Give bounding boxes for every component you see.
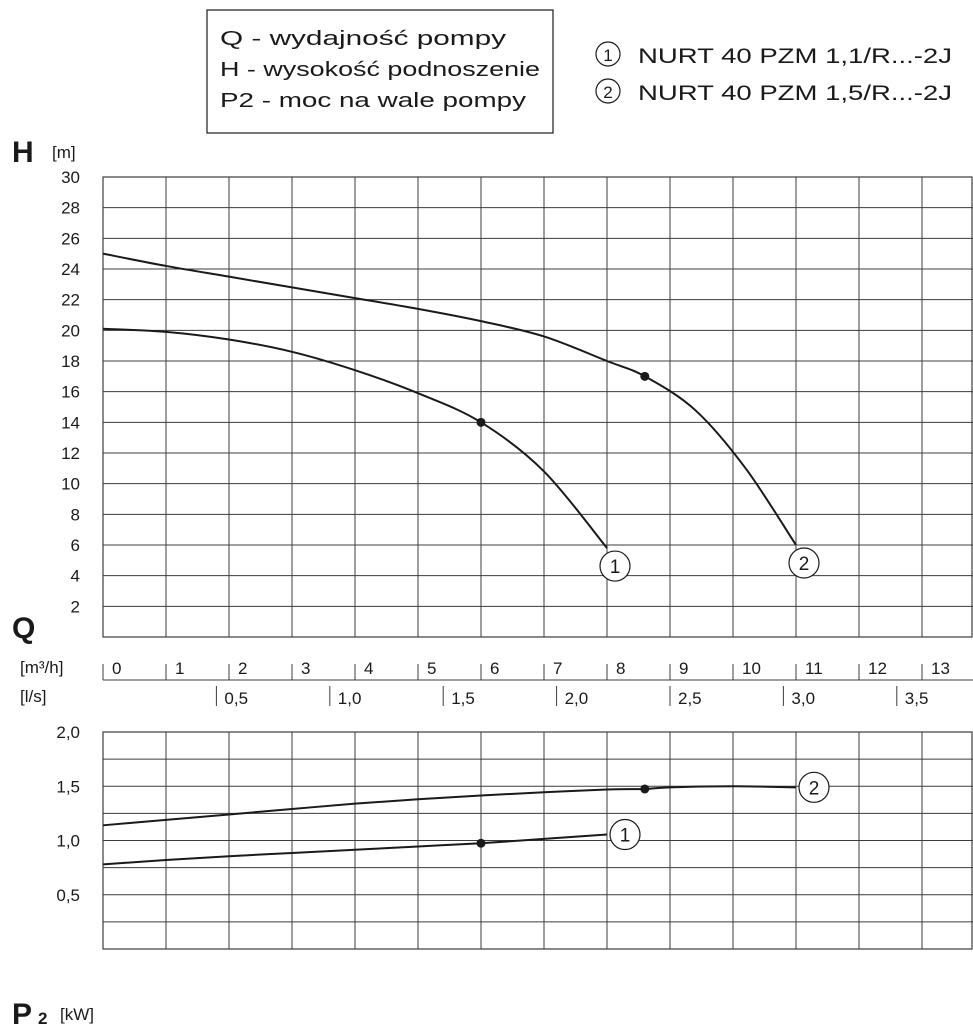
h-axis-unit: [m] [52,143,76,162]
m3h-tick-label: 10 [742,659,761,678]
m3h-tick-label: 11 [805,659,823,678]
y-tick-label: 14 [61,413,80,432]
m3h-unit-label: [m³/h] [20,658,63,677]
y-tick-label: 24 [61,260,80,279]
series-1-line [102,327,608,549]
y-tick-label: 16 [61,383,80,402]
m3h-tick-label: 7 [553,659,562,678]
model-1-number: 1 [603,46,612,65]
y-tick-label: 18 [61,352,80,371]
series-2-line [102,785,797,827]
legend-line-q: Q - wydajność pompy [220,28,506,50]
y-tick-label: 30 [61,168,80,187]
series-2-point [640,784,650,794]
plot-frame [102,176,973,638]
y-tick-label: 2,0 [56,723,80,742]
ls-tick-label: 2,5 [678,689,702,708]
power-y-tick-labels: 0,5 1,0 1,5 2,0 [56,723,80,905]
legend-box-frame [206,9,554,134]
y-tick-label: 28 [61,199,80,218]
power-grid [102,731,973,950]
plot-frame [102,731,973,950]
y-tick-label: 4 [71,567,80,586]
ls-tick-label: 1,5 [451,689,475,708]
y-tick-label: 10 [61,475,80,494]
m3h-tick-label: 2 [238,659,247,678]
m3h-tick-label: 6 [490,659,499,678]
series-2-label: 2 [799,554,810,575]
y-tick-label: 6 [71,536,80,555]
legend-box: Q - wydajność pompy H - wysokość podnosz… [206,9,554,134]
series-1-label: 1 [610,557,621,578]
series-1-line [102,833,608,866]
series-1-label-circle [609,818,641,851]
y-tick-label: 1,0 [56,832,80,851]
series-1-label-circle [599,550,631,582]
series-2-line [102,252,797,546]
y-tick-label: 2 [71,597,80,616]
p2-axis-subscript: 2 [38,1009,47,1028]
m3h-tick-label: 1 [175,659,184,678]
model-2-name: NURT 40 PZM 1,5/R...-2J [638,82,952,105]
p2-axis-symbol: P [12,998,32,1029]
flow-axis: 0 1 2 3 4 5 6 7 8 9 10 11 12 130,5 1,0 1,5 2,0 2,5 3,0 3,5 [102,659,973,708]
ls-unit-label: [l/s] [20,687,46,706]
p2-axis-unit: [kW] [60,1005,94,1024]
series-2-point [640,371,650,381]
q-axis-symbol: Q [12,612,35,645]
m3h-tick-label: 9 [679,659,688,678]
series-1-label: 1 [620,826,631,847]
y-tick-label: 22 [61,291,80,310]
y-tick-label: 0,5 [56,886,80,905]
y-tick-label: 26 [61,229,80,248]
model-2-number: 2 [603,83,612,102]
m3h-tick-label: 12 [868,659,887,678]
y-tick-label: 20 [61,321,80,340]
m3h-tick-label: 3 [301,659,310,678]
model-2-circle [595,78,621,104]
model-1-name: NURT 40 PZM 1,1/R...-2J [638,45,952,68]
m3h-tick-label: 5 [427,659,436,678]
ls-tick-label: 0,5 [224,689,248,708]
power-curves: 12 [102,771,830,866]
y-tick-label: 8 [71,505,80,524]
y-tick-label: 12 [61,444,80,463]
m3h-tick-label: 0 [112,659,121,678]
ls-tick-label: 2,0 [565,689,589,708]
model-1-circle [595,41,621,67]
series-2-label: 2 [809,778,820,799]
series-1-point [476,838,486,848]
ls-tick-label: 3,5 [905,689,929,708]
series-1-point [476,417,486,427]
ls-tick-label: 3,0 [791,689,815,708]
model-legend: 1 NURT 40 PZM 1,1/R...-2J 2 NURT 40 PZM … [595,41,952,105]
m3h-tick-label: 8 [616,659,625,678]
h-axis-symbol: H [12,136,34,169]
legend-line-p2: P2 - moc na wale pompy [220,90,526,112]
head-grid [102,176,973,638]
ls-tick-label: 1,0 [338,689,362,708]
m3h-tick-label: 4 [364,659,373,678]
m3h-tick-label: 13 [931,659,950,678]
series-2-label-circle [788,547,820,579]
y-tick-label: 1,5 [56,777,80,796]
legend-line-h: H - wysokość podnoszenie [220,59,540,81]
series-2-label-circle [798,771,830,803]
